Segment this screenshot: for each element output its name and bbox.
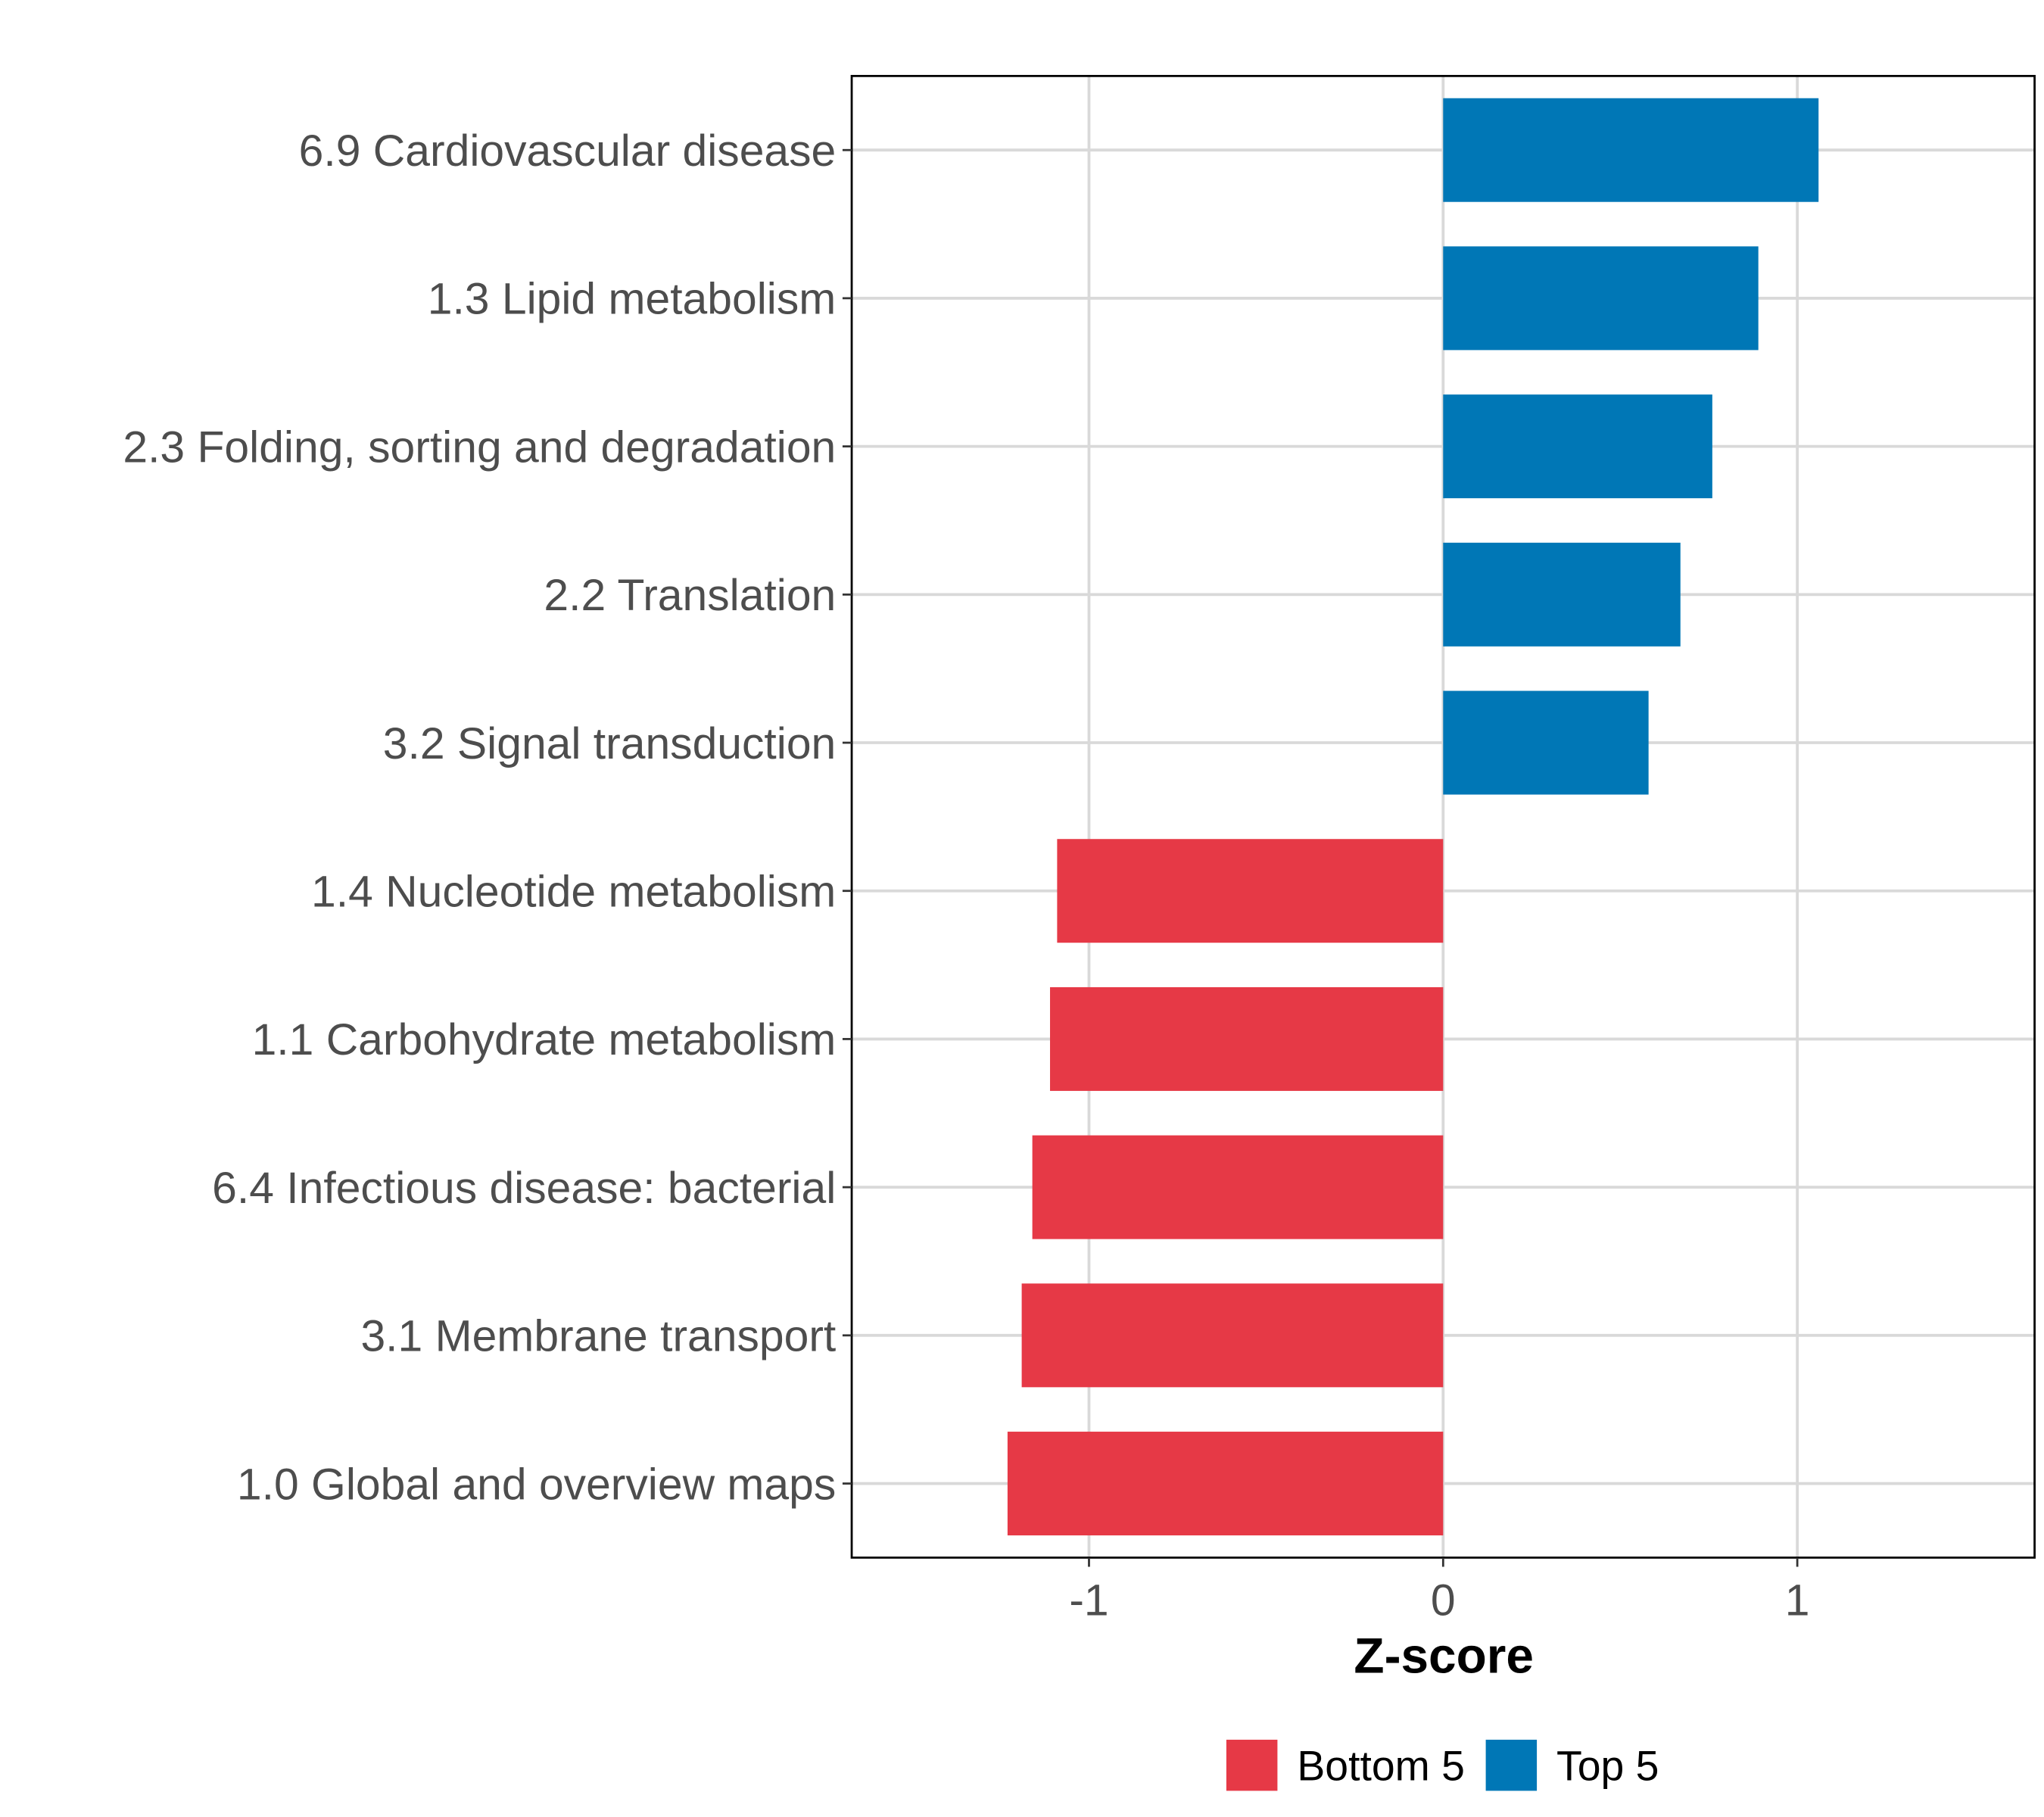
x-tick-label: 1 xyxy=(1785,1576,1810,1625)
x-tick-label: -1 xyxy=(1069,1576,1108,1625)
bar xyxy=(1443,542,1681,647)
y-axis: 6.9 Cardiovascular disease 1.3 Lipid meta… xyxy=(123,126,852,1509)
y-tick-label: 6.9 Cardiovascular disease xyxy=(299,126,837,176)
legend-swatch xyxy=(1485,1739,1538,1791)
bar xyxy=(1050,986,1444,1091)
y-tick-label: 1.3 Lipid metabolism xyxy=(428,275,837,324)
x-axis-label: Z-score xyxy=(1354,1628,1534,1684)
y-tick-label: 1.4 Nucleotide metabolism xyxy=(311,867,836,916)
bar xyxy=(1057,839,1444,943)
x-tick-label: 0 xyxy=(1431,1576,1456,1625)
legend-label: Bottom 5 xyxy=(1297,1743,1465,1790)
bars xyxy=(1007,98,1819,1536)
y-tick-label: 1.0 Global and overview maps xyxy=(237,1460,836,1509)
legend: Bottom 5 Top 5 xyxy=(1226,1739,1659,1791)
legend-swatch xyxy=(1226,1739,1278,1791)
bar xyxy=(1007,1432,1444,1536)
y-tick-label: 3.1 Membrane transport xyxy=(360,1312,836,1361)
bar xyxy=(1443,690,1649,795)
legend-label: Top 5 xyxy=(1556,1743,1659,1790)
y-tick-label: 2.3 Folding, sorting and degradation xyxy=(123,422,836,472)
bar xyxy=(1443,246,1759,351)
y-tick-label: 1.1 Carbohydrate metabolism xyxy=(252,1015,837,1064)
bar xyxy=(1443,98,1819,202)
bar xyxy=(1032,1135,1444,1239)
bar xyxy=(1021,1283,1444,1388)
bar xyxy=(1443,394,1712,499)
x-axis: -1 0 1 xyxy=(1069,1557,1809,1625)
y-tick-label: 3.2 Signal transduction xyxy=(383,719,836,768)
y-tick-label: 6.4 Infectious disease: bacterial xyxy=(212,1164,836,1213)
y-tick-label: 2.2 Translation xyxy=(544,571,836,620)
